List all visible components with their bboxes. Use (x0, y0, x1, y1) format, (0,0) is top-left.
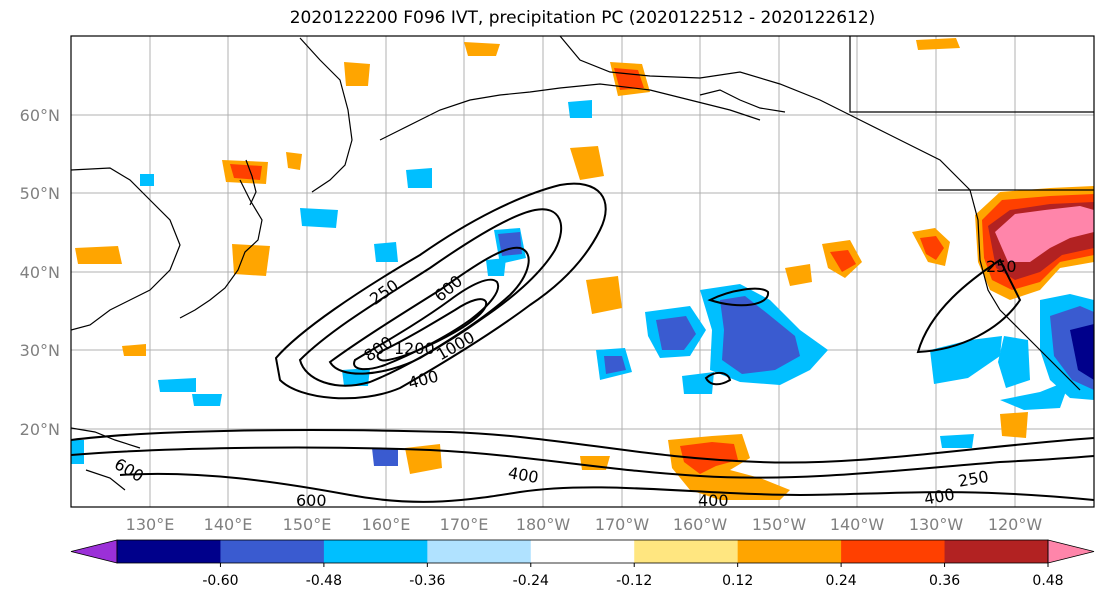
precip-patch (995, 206, 1094, 262)
precip-patch (300, 208, 338, 228)
lon-label: 130°E (126, 515, 175, 534)
colorbar-extend-max (1047, 539, 1095, 564)
lon-label: 140°E (204, 515, 253, 534)
colorbar-swatch (634, 540, 739, 563)
lon-label: 160°W (673, 515, 728, 534)
colorbar-tick-label: 0.24 (826, 573, 857, 589)
lon-label: 180°W (516, 515, 571, 534)
colorbar-swatch (530, 540, 635, 563)
lon-label: 170°W (595, 515, 650, 534)
colorbar-swatch (323, 540, 428, 563)
precip-patch (1000, 380, 1070, 410)
colorbar-swatch (944, 540, 1049, 563)
lon-label: 120°W (988, 515, 1043, 534)
precip-patch (604, 356, 626, 374)
colorbar-tick-label: -0.48 (306, 573, 342, 589)
contour-label: 600 (296, 491, 327, 510)
contour-label: 400 (698, 491, 729, 510)
colorbar-swatch (117, 540, 221, 563)
precip-patch (192, 394, 222, 406)
lon-label: 160°E (362, 515, 411, 534)
precip-patch (158, 378, 196, 392)
precip-patch (486, 258, 506, 276)
map-title: 2020122200 F096 IVT, precipitation PC (2… (289, 8, 876, 28)
precip-patch (920, 236, 944, 260)
colorbar-swatch (737, 540, 842, 563)
precip-patch (586, 276, 622, 314)
precip-patch (656, 316, 696, 350)
precip-patch (286, 152, 302, 170)
coastlines (71, 36, 1094, 491)
gridlines (71, 36, 1094, 507)
precip-patch (1070, 324, 1094, 380)
ivt-contours (71, 182, 1094, 503)
colorbar-swatch (841, 540, 946, 563)
colorbar: -0.60 -0.48 -0.36 -0.24 -0.12 0.12 0.24 0.36 0.4… (70, 539, 1095, 589)
precip-patch (720, 296, 800, 374)
precip-patch (785, 264, 812, 286)
lon-label: 130°W (909, 515, 964, 534)
colorbar-tick-label: -0.36 (409, 573, 445, 589)
longitude-labels: 130°E 140°E 150°E 160°E 170°E 180°W 170°… (126, 515, 1043, 534)
lat-label-50n: 50°N (20, 184, 60, 203)
colorbar-tick-label: -0.24 (513, 573, 549, 589)
precip-patch (998, 336, 1030, 388)
lon-label: 150°E (283, 515, 332, 534)
colorbar-tick-label: 0.12 (722, 573, 753, 589)
precip-patch (916, 38, 960, 50)
lat-label-60n: 60°N (20, 106, 60, 125)
precip-patch (232, 244, 270, 276)
contour-label: 1200 (394, 339, 435, 358)
precip-patch (344, 62, 370, 86)
colorbar-extend-min (70, 539, 118, 564)
lat-label-20n: 20°N (20, 420, 60, 439)
colorbar-tick-label: 0.36 (929, 573, 960, 589)
precip-patch (680, 442, 738, 474)
map-frame (70, 35, 1095, 508)
precip-patch (568, 100, 592, 118)
precip-patch (230, 164, 262, 180)
colorbar-tick-label: 0.48 (1032, 573, 1063, 589)
latitude-labels: 60°N 50°N 40°N 30°N 20°N (20, 106, 60, 439)
colorbar-tick-label: -0.60 (202, 573, 238, 589)
contour-label: 250 (986, 257, 1017, 276)
precip-patch (405, 444, 442, 474)
precip-patch (71, 440, 84, 464)
precip-patch (140, 174, 154, 186)
precip-patch (372, 448, 398, 466)
lat-label-30n: 30°N (20, 341, 60, 360)
precip-patch (464, 42, 500, 56)
colorbar-swatch (427, 540, 532, 563)
precip-patch (406, 168, 432, 188)
precip-patch (570, 146, 604, 180)
colorbar-tick-labels: -0.60 -0.48 -0.36 -0.24 -0.12 0.12 0.24 0.36 0.4… (202, 563, 1064, 589)
lon-label: 150°W (752, 515, 807, 534)
lat-label-40n: 40°N (20, 263, 60, 282)
precip-patch (940, 434, 974, 448)
lon-label: 140°W (830, 515, 885, 534)
colorbar-tick-label: -0.12 (616, 573, 652, 589)
precip-patch (830, 250, 856, 272)
precip-patch (1000, 412, 1028, 438)
colorbar-outline (116, 539, 1049, 564)
precip-patch (122, 344, 146, 356)
precip-patch (75, 246, 122, 264)
colorbar-swatch (220, 540, 325, 563)
colorbar-swatches (70, 539, 1095, 564)
contour-label: 400 (923, 485, 956, 509)
lon-label: 170°E (440, 515, 489, 534)
precip-patch (374, 242, 398, 262)
